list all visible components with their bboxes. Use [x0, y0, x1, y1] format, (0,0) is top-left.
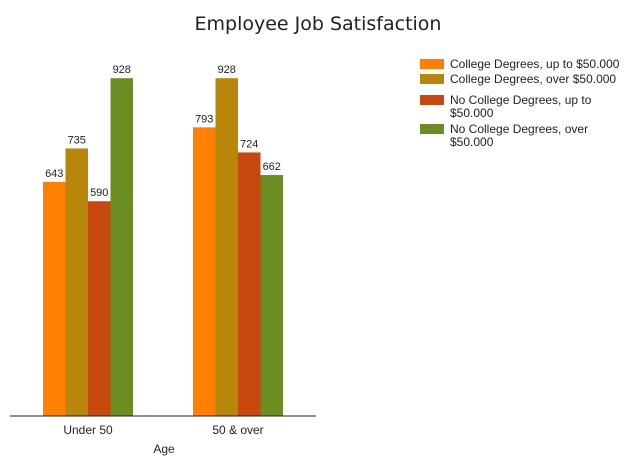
- legend-label: College Degrees, over $50.000: [450, 72, 616, 86]
- bar-s0-c1: [193, 127, 216, 417]
- bar-s1-c0: [65, 148, 88, 416]
- legend-swatch: [420, 95, 444, 105]
- bar-s2-c1: [238, 152, 261, 417]
- value-label-s0-c1: 793: [195, 113, 213, 125]
- value-label-s1-c0: 735: [68, 134, 86, 146]
- bar-s2-c0: [88, 201, 111, 416]
- legend-item: College Degrees, over $50.000: [420, 72, 616, 86]
- legend-swatch: [420, 124, 444, 134]
- legend-label: No College Degrees, over: [450, 122, 588, 136]
- legend-label: College Degrees, up to $50.000: [450, 57, 620, 71]
- legend-swatch: [420, 74, 444, 84]
- legend-label: $50.000: [450, 106, 494, 120]
- value-label-s2-c1: 724: [240, 138, 258, 150]
- bar-s0-c0: [43, 181, 66, 416]
- legend-item: No College Degrees, over$50.000: [420, 122, 588, 149]
- bar-s3-c0: [110, 78, 133, 416]
- value-label-s1-c1: 928: [218, 64, 236, 76]
- bar-s3-c1: [260, 175, 283, 416]
- value-label-s3-c0: 928: [113, 64, 131, 76]
- legend-label: No College Degrees, up to: [450, 93, 592, 107]
- value-label-s3-c1: 662: [263, 161, 281, 173]
- chart-title: Employee Job Satisfaction: [195, 13, 442, 35]
- x-axis-label: Age: [153, 442, 175, 456]
- x-tick-label: Under 50: [63, 423, 113, 437]
- legend-item: College Degrees, up to $50.000: [420, 57, 620, 71]
- value-label-s2-c0: 590: [90, 187, 108, 199]
- legend-item: No College Degrees, up to$50.000: [420, 93, 592, 120]
- bar-s1-c1: [215, 78, 238, 416]
- legend-label: $50.000: [450, 135, 494, 149]
- bars-group: [43, 78, 283, 417]
- x-tick-label: 50 & over: [212, 423, 263, 437]
- legend-swatch: [420, 59, 444, 69]
- value-label-s0-c0: 643: [45, 168, 63, 180]
- x-tick-labels: Under 50 50 & over: [63, 423, 263, 437]
- value-labels-group: 643 735 590 928 793 928 724 662: [45, 64, 281, 199]
